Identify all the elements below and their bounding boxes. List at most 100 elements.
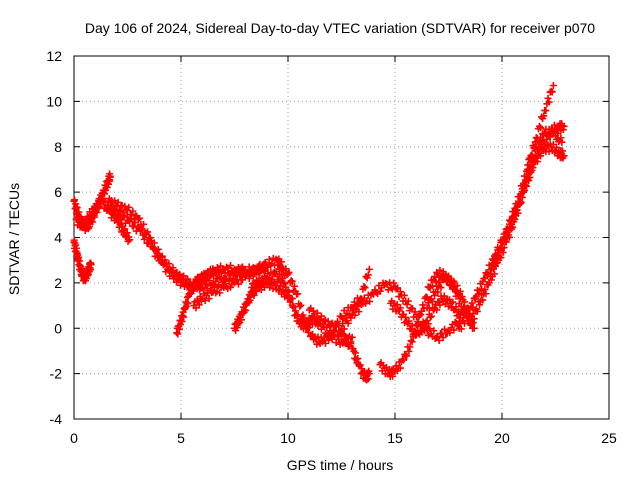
data-point — [297, 301, 305, 309]
data-point — [488, 260, 496, 268]
data-point — [100, 190, 108, 198]
data-point — [450, 326, 458, 334]
data-point — [400, 356, 408, 364]
data-point — [280, 279, 288, 287]
data-point — [129, 207, 137, 215]
x-tick-label: 15 — [387, 430, 403, 446]
data-point — [142, 231, 150, 239]
data-point — [156, 252, 164, 260]
data-point — [417, 311, 425, 319]
data-point — [481, 285, 489, 293]
data-point — [424, 320, 432, 328]
data-point — [288, 277, 296, 285]
data-point — [256, 281, 264, 289]
data-point — [469, 310, 477, 318]
data-point — [440, 292, 448, 300]
data-point — [461, 298, 469, 306]
data-point — [405, 347, 413, 355]
data-point — [403, 301, 411, 309]
data-point — [123, 213, 131, 221]
data-point — [435, 336, 443, 344]
data-point — [174, 330, 182, 338]
chart-title: Day 106 of 2024, Sidereal Day-to-day VTE… — [85, 20, 595, 36]
x-tick-label: 5 — [177, 430, 185, 446]
data-point — [300, 314, 308, 322]
data-point — [358, 365, 366, 373]
data-point — [426, 325, 434, 333]
data-point — [285, 268, 293, 276]
data-point — [489, 264, 497, 272]
y-tick-label: 0 — [54, 320, 62, 336]
data-point — [313, 309, 321, 317]
data-point — [333, 317, 341, 325]
series-arc-k — [305, 304, 373, 384]
data-point — [531, 147, 539, 155]
data-point — [340, 325, 348, 333]
data-point — [305, 324, 313, 332]
data-point — [277, 258, 285, 266]
grid — [74, 56, 609, 419]
data-point — [89, 218, 97, 226]
data-point — [473, 307, 481, 315]
data-point — [355, 308, 363, 316]
data-point — [146, 237, 154, 245]
data-point — [265, 256, 273, 264]
data-point — [339, 329, 347, 337]
data-point — [256, 269, 264, 277]
data-point — [560, 122, 568, 130]
data-point — [468, 299, 476, 307]
data-point — [423, 317, 431, 325]
data-point — [216, 289, 224, 297]
data-point — [268, 275, 276, 283]
data-point — [213, 264, 221, 272]
data-point — [328, 319, 336, 327]
data-point — [160, 259, 168, 267]
data-point — [356, 361, 364, 369]
data-point — [408, 338, 416, 346]
data-point — [393, 301, 401, 309]
data-point — [73, 204, 81, 212]
data-point — [554, 130, 562, 138]
data-point — [495, 249, 503, 257]
data-point — [452, 303, 460, 311]
data-point — [245, 274, 253, 282]
data-point — [304, 328, 312, 336]
data-point — [533, 158, 541, 166]
data-point — [121, 202, 129, 210]
data-point — [136, 227, 144, 235]
data-point — [232, 269, 240, 277]
data-point — [406, 343, 414, 351]
data-point — [260, 266, 268, 274]
data-point — [396, 304, 404, 312]
data-point — [376, 287, 384, 295]
data-point — [267, 279, 275, 287]
x-tick-label: 0 — [70, 430, 78, 446]
data-point — [449, 298, 457, 306]
data-point — [319, 320, 327, 328]
data-point — [439, 334, 447, 342]
data-point — [325, 336, 333, 344]
data-point — [559, 126, 567, 134]
data-point — [116, 208, 124, 216]
data-point — [535, 122, 543, 130]
data-point — [291, 307, 299, 315]
data-point — [415, 329, 423, 337]
data-point — [453, 282, 461, 290]
data-point — [344, 319, 352, 327]
data-point — [126, 236, 134, 244]
data-point — [140, 235, 148, 243]
data-point — [481, 274, 489, 282]
data-point — [201, 297, 209, 305]
data-point — [372, 288, 380, 296]
data-point — [171, 270, 179, 278]
data-point — [318, 338, 326, 346]
data-point — [290, 303, 298, 311]
data-point — [302, 318, 310, 326]
y-tick-label: -4 — [50, 411, 63, 427]
data-point — [510, 218, 518, 226]
data-point — [430, 327, 438, 335]
data-point — [542, 107, 550, 115]
data-point — [364, 375, 372, 383]
data-point — [167, 266, 175, 274]
data-point — [242, 306, 250, 314]
